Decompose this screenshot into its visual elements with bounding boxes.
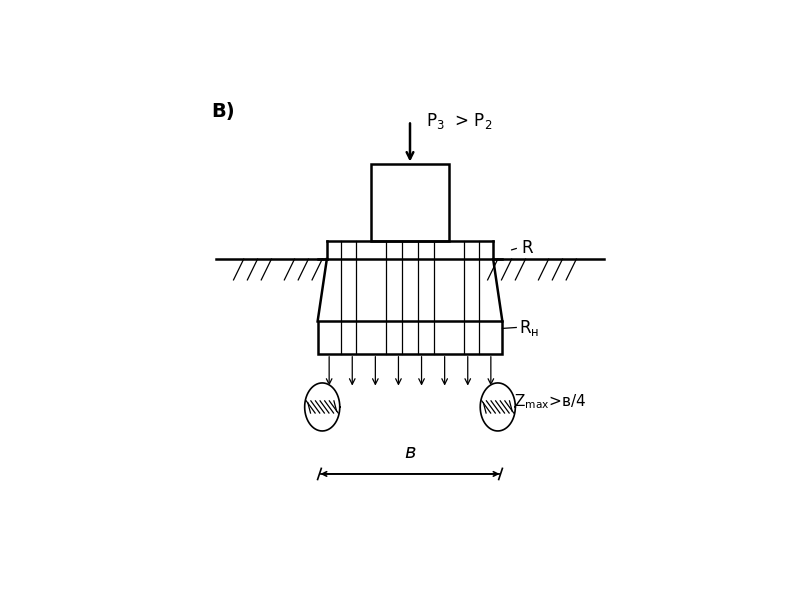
Text: В): В) bbox=[211, 102, 235, 121]
Polygon shape bbox=[480, 383, 515, 431]
Polygon shape bbox=[305, 383, 340, 431]
Text: $\it{в}$: $\it{в}$ bbox=[404, 443, 416, 463]
Text: Z$_{\mathregular{max}}$>в/4: Z$_{\mathregular{max}}$>в/4 bbox=[514, 392, 586, 411]
Text: R: R bbox=[521, 239, 533, 257]
Text: R$_{\mathregular{н}}$: R$_{\mathregular{н}}$ bbox=[518, 319, 538, 338]
Text: P$_3$  > P$_2$: P$_3$ > P$_2$ bbox=[426, 111, 493, 131]
